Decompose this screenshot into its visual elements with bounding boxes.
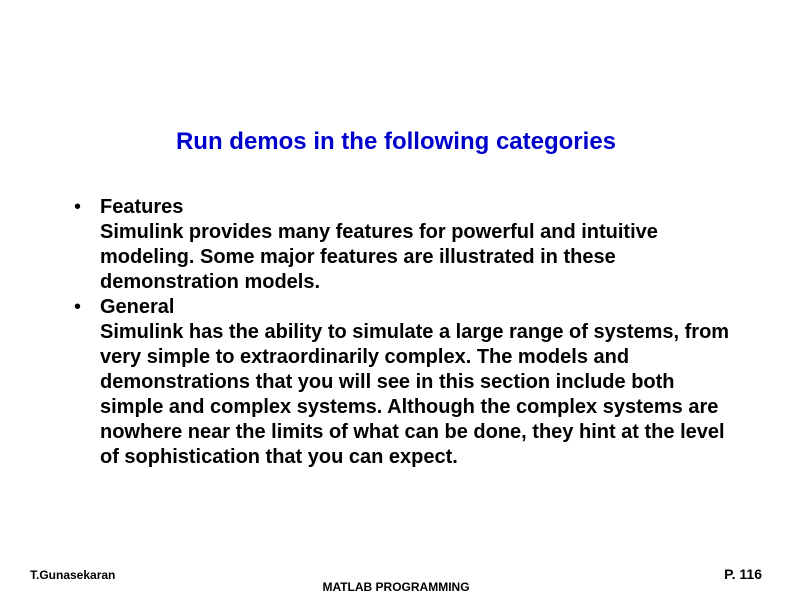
bullet-heading: General — [100, 295, 730, 320]
bullet-heading: Features — [100, 195, 730, 220]
slide-title: Run demos in the following categories — [0, 128, 792, 156]
slide: Run demos in the following categories • … — [0, 0, 792, 612]
slide-body: • Features Simulink provides many featur… — [70, 195, 730, 470]
footer-page: P. 116 — [724, 566, 762, 582]
footer-title: MATLAB PROGRAMMING — [0, 580, 792, 594]
bullet-text: Simulink has the ability to simulate a l… — [100, 320, 730, 470]
bullet-marker: • — [70, 295, 100, 320]
bullet-item: • Features Simulink provides many featur… — [70, 195, 730, 295]
bullet-item: • General Simulink has the ability to si… — [70, 295, 730, 470]
bullet-text: Simulink provides many features for powe… — [100, 220, 730, 295]
bullet-content: General Simulink has the ability to simu… — [100, 295, 730, 470]
bullet-marker: • — [70, 195, 100, 220]
bullet-content: Features Simulink provides many features… — [100, 195, 730, 295]
